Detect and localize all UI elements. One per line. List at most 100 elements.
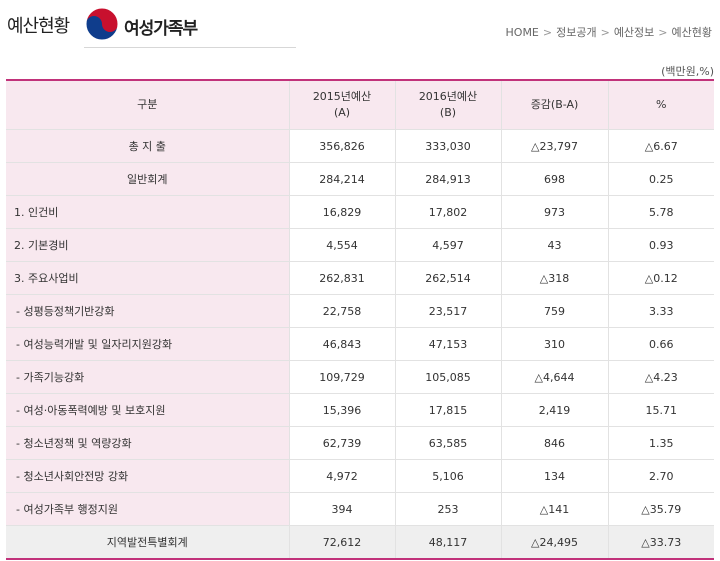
row-label: - 여성가족부 행정지원 bbox=[6, 492, 290, 526]
cell-2015: 22,758 bbox=[289, 294, 396, 328]
row-label: 1. 인건비 bbox=[6, 195, 290, 229]
cell-2016: 253 bbox=[395, 492, 502, 526]
cell-percent: △4.23 bbox=[608, 360, 714, 394]
table-row: 1. 인건비 16,829 17,802 973 5.78 bbox=[6, 195, 714, 229]
col-header-change: 증감(B-A) bbox=[501, 80, 609, 130]
cell-2016: 284,913 bbox=[395, 162, 502, 196]
cell-percent: △35.79 bbox=[608, 492, 714, 526]
taegeuk-emblem-icon bbox=[85, 7, 119, 41]
cell-2016: 48,117 bbox=[395, 525, 502, 560]
cell-2016: 105,085 bbox=[395, 360, 502, 394]
col-header-2016-budget: 2016년예산 (B) bbox=[395, 80, 502, 130]
breadcrumb-budget-status[interactable]: 예산현황 bbox=[671, 26, 712, 39]
cell-2015: 16,829 bbox=[289, 195, 396, 229]
cell-2016: 47,153 bbox=[395, 327, 502, 361]
header-divider bbox=[84, 47, 296, 48]
table-row: - 여성능력개발 및 일자리지원강화 46,843 47,153 310 0.6… bbox=[6, 327, 714, 361]
cell-2016: 17,802 bbox=[395, 195, 502, 229]
row-label: - 여성·아동폭력예방 및 보호지원 bbox=[6, 393, 290, 427]
cell-percent: 2.70 bbox=[608, 459, 714, 493]
table-row: 2. 기본경비 4,554 4,597 43 0.93 bbox=[6, 228, 714, 262]
row-label: - 여성능력개발 및 일자리지원강화 bbox=[6, 327, 290, 361]
breadcrumb-separator: > bbox=[600, 26, 610, 39]
cell-2015: 72,612 bbox=[289, 525, 396, 560]
cell-percent: 1.35 bbox=[608, 426, 714, 460]
cell-change: 310 bbox=[501, 327, 609, 361]
table-row: - 여성·아동폭력예방 및 보호지원 15,396 17,815 2,419 1… bbox=[6, 393, 714, 427]
cell-percent: 0.93 bbox=[608, 228, 714, 262]
cell-2016: 333,030 bbox=[395, 129, 502, 163]
breadcrumb-separator: > bbox=[658, 26, 668, 39]
page-title: 예산현황 bbox=[7, 16, 70, 37]
cell-2016: 63,585 bbox=[395, 426, 502, 460]
row-label: 지역발전특별회계 bbox=[6, 525, 290, 560]
cell-percent: 0.25 bbox=[608, 162, 714, 196]
cell-change: 134 bbox=[501, 459, 609, 493]
cell-percent: △6.67 bbox=[608, 129, 714, 163]
cell-percent: 15.71 bbox=[608, 393, 714, 427]
cell-change: 846 bbox=[501, 426, 609, 460]
cell-2015: 62,739 bbox=[289, 426, 396, 460]
table-row-general-account: 일반회계 284,214 284,913 698 0.25 bbox=[6, 162, 714, 196]
cell-change: △141 bbox=[501, 492, 609, 526]
cell-2015: 284,214 bbox=[289, 162, 396, 196]
row-label: 일반회계 bbox=[6, 162, 290, 196]
cell-2015: 356,826 bbox=[289, 129, 396, 163]
cell-change: △24,495 bbox=[501, 525, 609, 560]
table-row-total: 총 지 출 356,826 333,030 △23,797 △6.67 bbox=[6, 129, 714, 163]
cell-2015: 46,843 bbox=[289, 327, 396, 361]
cell-percent: △0.12 bbox=[608, 261, 714, 295]
col-header-percent: % bbox=[608, 80, 714, 130]
col-header-2015-budget: 2015년예산 (A) bbox=[289, 80, 396, 130]
cell-change: 2,419 bbox=[501, 393, 609, 427]
cell-2015: 262,831 bbox=[289, 261, 396, 295]
row-label: 2. 기본경비 bbox=[6, 228, 290, 262]
table-row: - 청소년사회안전망 강화 4,972 5,106 134 2.70 bbox=[6, 459, 714, 493]
cell-change: 698 bbox=[501, 162, 609, 196]
cell-2015: 15,396 bbox=[289, 393, 396, 427]
cell-change: △4,644 bbox=[501, 360, 609, 394]
table-row: - 성평등정책기반강화 22,758 23,517 759 3.33 bbox=[6, 294, 714, 328]
table-row: - 여성가족부 행정지원 394 253 △141 △35.79 bbox=[6, 492, 714, 526]
cell-percent: 3.33 bbox=[608, 294, 714, 328]
breadcrumb-info-disclosure[interactable]: 정보공개 bbox=[556, 26, 597, 39]
cell-2015: 109,729 bbox=[289, 360, 396, 394]
table-header-row: 구분 2015년예산 (A) 2016년예산 (B) 증감(B-A) % bbox=[6, 80, 714, 130]
breadcrumb-separator: > bbox=[542, 26, 553, 39]
table-row: - 청소년정책 및 역량강화 62,739 63,585 846 1.35 bbox=[6, 426, 714, 460]
cell-percent: 0.66 bbox=[608, 327, 714, 361]
col-header-category: 구분 bbox=[6, 80, 290, 130]
cell-2015: 4,554 bbox=[289, 228, 396, 262]
cell-2016: 17,815 bbox=[395, 393, 502, 427]
cell-2016: 23,517 bbox=[395, 294, 502, 328]
ministry-logo[interactable]: 여성가족부 bbox=[84, 6, 296, 48]
cell-change: △318 bbox=[501, 261, 609, 295]
cell-2016: 4,597 bbox=[395, 228, 502, 262]
row-label: - 성평등정책기반강화 bbox=[6, 294, 290, 328]
cell-2016: 262,514 bbox=[395, 261, 502, 295]
row-label: - 청소년사회안전망 강화 bbox=[6, 459, 290, 493]
cell-change: △23,797 bbox=[501, 129, 609, 163]
row-label: - 청소년정책 및 역량강화 bbox=[6, 426, 290, 460]
row-label: - 가족기능강화 bbox=[6, 360, 290, 394]
page-header: 예산현황 여성가족부 HOME > 정보공개 > 예산정보 > 예산현황 bbox=[0, 0, 720, 48]
cell-percent: 5.78 bbox=[608, 195, 714, 229]
cell-change: 43 bbox=[501, 228, 609, 262]
row-label: 총 지 출 bbox=[6, 129, 290, 163]
cell-2015: 4,972 bbox=[289, 459, 396, 493]
budget-table: 구분 2015년예산 (A) 2016년예산 (B) 증감(B-A) % 총 지 출… bbox=[6, 79, 714, 560]
cell-percent: △33.73 bbox=[608, 525, 714, 560]
table-row: 3. 주요사업비 262,831 262,514 △318 △0.12 bbox=[6, 261, 714, 295]
unit-note: (백만원,%) bbox=[661, 65, 714, 78]
ministry-name: 여성가족부 bbox=[124, 19, 198, 39]
breadcrumb-budget-info[interactable]: 예산정보 bbox=[613, 26, 655, 39]
table-row: - 가족기능강화 109,729 105,085 △4,644 △4.23 bbox=[6, 360, 714, 394]
table-row-regional-account: 지역발전특별회계 72,612 48,117 △24,495 △33.73 bbox=[6, 525, 714, 560]
cell-change: 973 bbox=[501, 195, 609, 229]
breadcrumb: HOME > 정보공개 > 예산정보 > 예산현황 bbox=[506, 24, 712, 40]
breadcrumb-home[interactable]: HOME bbox=[505, 26, 539, 39]
cell-change: 759 bbox=[501, 294, 609, 328]
cell-2016: 5,106 bbox=[395, 459, 502, 493]
cell-2015: 394 bbox=[289, 492, 396, 526]
row-label: 3. 주요사업비 bbox=[6, 261, 290, 295]
